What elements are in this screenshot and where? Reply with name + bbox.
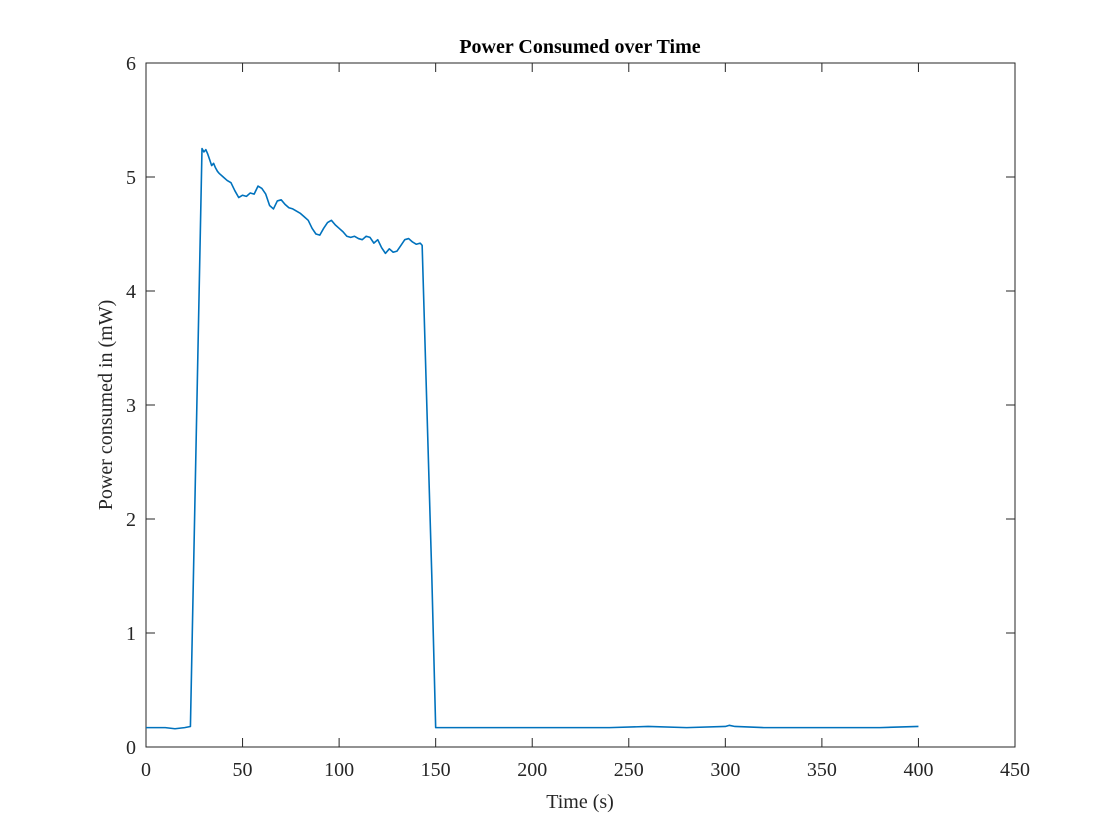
x-tick-label: 100 — [324, 759, 354, 781]
x-tick-label: 150 — [421, 759, 451, 781]
y-axis-label: Power consumed in (mW) — [95, 300, 117, 511]
x-axis: 0 50 100 150 200 250 300 350 400 450 — [141, 63, 1030, 781]
y-tick-label: 0 — [126, 737, 136, 759]
y-tick-label: 4 — [126, 281, 136, 303]
plot-frame — [145, 62, 1016, 748]
x-tick-label: 300 — [710, 759, 740, 781]
series-line — [146, 147, 919, 730]
x-tick-label: 450 — [1000, 759, 1030, 781]
series-layer — [146, 147, 919, 730]
x-tick-label: 350 — [807, 759, 837, 781]
y-tick-label: 6 — [126, 53, 136, 75]
x-axis-label: Time (s) — [546, 791, 614, 813]
x-tick-label: 400 — [903, 759, 933, 781]
x-tick-label: 0 — [141, 759, 151, 781]
y-tick-label: 5 — [126, 167, 136, 189]
x-tick-label: 200 — [517, 759, 547, 781]
y-tick-label: 1 — [126, 623, 136, 645]
y-axis: 0 1 2 3 4 5 6 — [126, 53, 1015, 759]
x-tick-label: 250 — [614, 759, 644, 781]
chart-title: Power Consumed over Time — [459, 36, 700, 58]
y-tick-label: 3 — [126, 395, 136, 417]
x-tick-label: 50 — [233, 759, 253, 781]
y-tick-label: 2 — [126, 509, 136, 531]
